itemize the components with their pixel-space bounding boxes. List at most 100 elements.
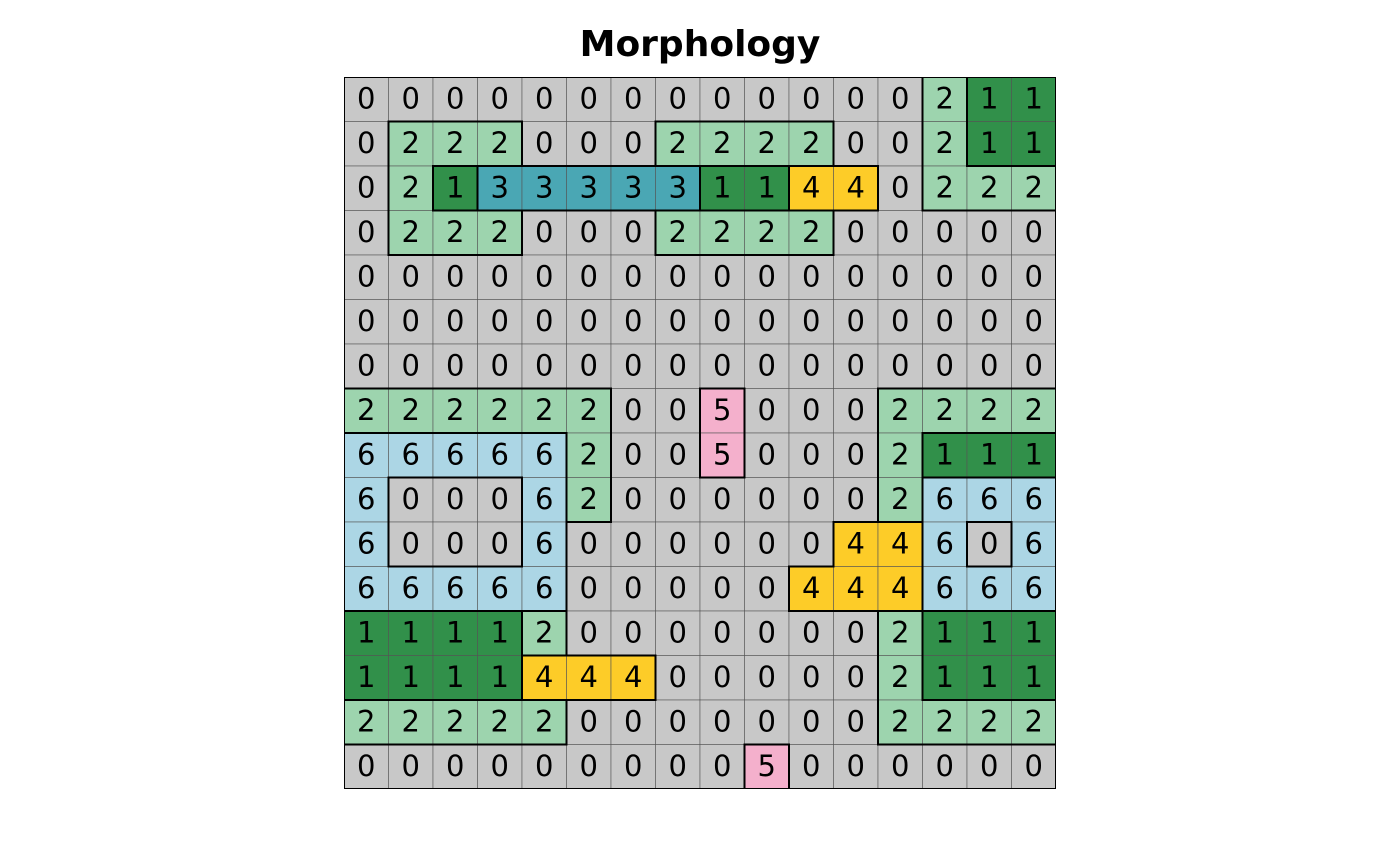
cell-value: 0 xyxy=(802,660,820,694)
grid-cell xyxy=(566,566,612,612)
grid-cell xyxy=(877,388,923,434)
grid-cell xyxy=(432,121,478,167)
cell-value: 0 xyxy=(847,615,865,649)
cell-value: 5 xyxy=(758,749,776,783)
grid-cell xyxy=(788,610,834,656)
cell-value: 0 xyxy=(847,126,865,160)
cell-value: 2 xyxy=(802,215,820,249)
grid-cell xyxy=(744,477,790,523)
cell-value: 4 xyxy=(847,170,865,204)
grid-cell xyxy=(699,655,745,701)
cell-value: 2 xyxy=(891,482,909,516)
cell-value: 0 xyxy=(980,348,998,382)
cell-value: 0 xyxy=(402,81,420,115)
grid-cell xyxy=(566,299,612,345)
cell-value: 3 xyxy=(669,170,687,204)
cell-value: 0 xyxy=(535,304,553,338)
cell-value: 0 xyxy=(580,615,598,649)
grid-cell xyxy=(1011,655,1056,701)
grid-cell xyxy=(432,254,478,300)
grid-cell xyxy=(432,699,478,745)
grid-cell xyxy=(388,299,434,345)
grid-cell xyxy=(699,165,745,211)
grid-cell xyxy=(610,610,656,656)
cell-value: 0 xyxy=(713,304,731,338)
cell-value: 0 xyxy=(891,348,909,382)
cell-value: 0 xyxy=(847,704,865,738)
cell-value: 0 xyxy=(891,304,909,338)
grid-cell xyxy=(1011,699,1056,745)
grid-cell xyxy=(521,655,567,701)
cell-value: 2 xyxy=(535,615,553,649)
cell-value: 1 xyxy=(357,615,375,649)
cell-value: 1 xyxy=(491,615,509,649)
cell-value: 6 xyxy=(1025,526,1043,560)
grid-cell xyxy=(966,343,1012,389)
grid-cell xyxy=(432,655,478,701)
cell-value: 2 xyxy=(1025,170,1043,204)
grid-cell xyxy=(922,699,968,745)
cell-value: 2 xyxy=(357,704,375,738)
cell-value: 5 xyxy=(713,393,731,427)
grid-cell xyxy=(744,77,790,122)
cell-value: 1 xyxy=(980,81,998,115)
cell-value: 0 xyxy=(580,704,598,738)
grid-cell xyxy=(521,566,567,612)
cell-value: 0 xyxy=(491,304,509,338)
cell-value: 2 xyxy=(713,126,731,160)
grid-cell xyxy=(655,477,701,523)
grid-cell xyxy=(966,77,1012,122)
cell-value: 0 xyxy=(891,126,909,160)
grid-cell xyxy=(521,343,567,389)
grid-cell xyxy=(877,299,923,345)
cell-value: 0 xyxy=(758,437,776,471)
cell-value: 0 xyxy=(758,304,776,338)
grid-cell xyxy=(699,699,745,745)
grid-cell xyxy=(344,299,389,345)
cell-value: 2 xyxy=(491,704,509,738)
cell-value: 2 xyxy=(1025,393,1043,427)
grid-cell xyxy=(833,121,879,167)
grid-cell xyxy=(1011,432,1056,478)
grid-cell xyxy=(788,77,834,122)
cell-value: 0 xyxy=(669,393,687,427)
grid-cell xyxy=(610,343,656,389)
cell-value: 6 xyxy=(446,437,464,471)
cell-value: 0 xyxy=(936,749,954,783)
cell-value: 0 xyxy=(624,526,642,560)
grid-cell xyxy=(388,210,434,256)
morphology-grid-svg: 0 0 0 0 0 0 0 0 0 0 0 0 0 2 1 10 2 2 2 0 0 0 2 2 2 2 0 0 2 1 10 2 1 3 3 3 3 3… xyxy=(344,77,1056,789)
cell-value: 2 xyxy=(402,215,420,249)
grid-cell xyxy=(388,343,434,389)
cell-value: 0 xyxy=(758,393,776,427)
grid-cell xyxy=(833,388,879,434)
grid-cell xyxy=(566,343,612,389)
cell-value: 4 xyxy=(891,571,909,605)
grid-cell xyxy=(744,566,790,612)
cell-value: 0 xyxy=(580,304,598,338)
cell-value: 0 xyxy=(1025,749,1043,783)
grid-cell xyxy=(477,343,523,389)
grid-cell xyxy=(655,655,701,701)
grid-cell xyxy=(521,299,567,345)
cell-value: 0 xyxy=(891,81,909,115)
cell-value: 0 xyxy=(669,259,687,293)
grid-cell xyxy=(699,77,745,122)
cell-value: 1 xyxy=(1025,660,1043,694)
grid-cell xyxy=(922,299,968,345)
cell-value: 0 xyxy=(491,81,509,115)
grid-cell xyxy=(877,254,923,300)
grid-cell xyxy=(655,121,701,167)
cell-value: 6 xyxy=(980,571,998,605)
cell-value: 0 xyxy=(669,749,687,783)
grid-cell xyxy=(788,521,834,567)
cell-value: 2 xyxy=(669,126,687,160)
grid-cell xyxy=(610,210,656,256)
grid-cells xyxy=(344,77,1056,789)
grid-cell xyxy=(432,521,478,567)
cell-value: 4 xyxy=(535,660,553,694)
cell-value: 0 xyxy=(535,259,553,293)
cell-value: 0 xyxy=(402,749,420,783)
grid-cell xyxy=(966,210,1012,256)
cell-value: 0 xyxy=(580,571,598,605)
